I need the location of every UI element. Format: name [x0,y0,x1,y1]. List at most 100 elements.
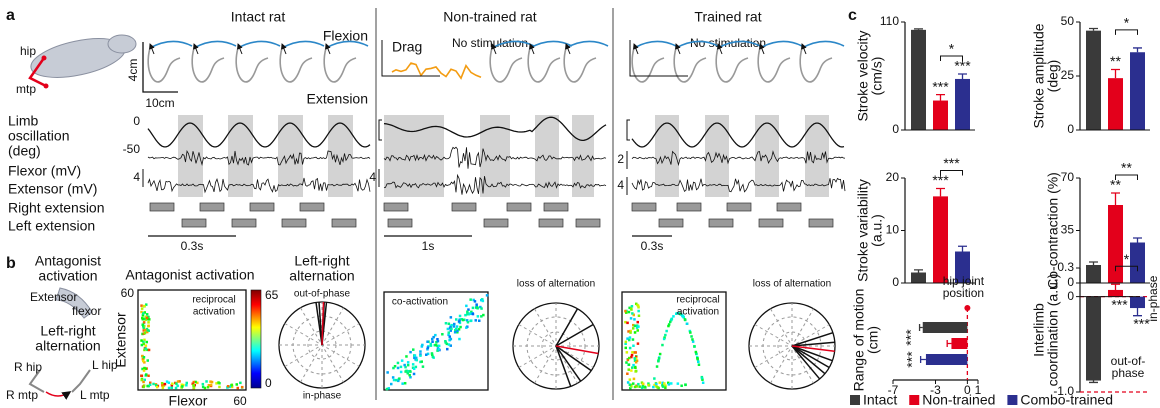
heatmap-cell [141,358,145,361]
time-scale-label: 1s [422,239,435,253]
heatmap-cell [632,313,635,317]
heatmap-cell [684,318,687,322]
note: activation [677,307,719,318]
heatmap-cell [636,329,639,332]
heatmap-cell [141,332,144,336]
bar [1086,265,1101,283]
y-tick-label: 50 [1061,14,1075,28]
heatmap-cell [475,306,479,309]
y-tick-label: 110 [880,14,899,28]
heatmap-cell [637,306,640,309]
right-extension [506,202,532,212]
heatmap-cell [444,340,447,343]
heatmap-cell [144,328,147,332]
heatmap-cell [664,386,667,389]
heatmap-cell [693,345,696,348]
row-label: Extensor (mV) [8,181,97,197]
heatmap-cell [458,318,461,321]
heatmap-cell [685,322,689,325]
heatmap-cell [448,335,451,338]
bracket [1115,29,1138,35]
heatmap-cell [474,319,477,322]
y-axis-label: Stroke variability [855,179,871,282]
left-extension [231,218,257,228]
muscle-label: flexor [72,304,101,318]
heatmap-cell [631,351,634,354]
bar [1086,30,1101,130]
error-bar [958,73,967,79]
bracket [940,170,963,176]
phase-label: phase [1112,366,1145,380]
heatmap-cell [145,316,149,320]
alternation-arrow [45,391,72,400]
heatmap-cell [431,340,434,343]
arrow [325,43,331,55]
heatmap-cell [452,325,456,328]
heatmap-cell [142,385,145,389]
heatmap-cell [447,343,451,346]
heatmap-cell [464,313,467,317]
heatmap-cell [393,365,397,368]
column-title: Non-trained rat [443,9,536,25]
heatmap-cell [401,382,404,385]
error-bar [1111,192,1120,205]
significance: ** [1110,177,1121,193]
heatmap-cell [634,370,637,373]
heatmap-cell [144,318,147,321]
tick-label: 0 [133,114,140,128]
y-tick-label: 0 [892,275,899,289]
heatmap-cell [637,309,640,313]
heatmap-cell [167,381,171,384]
oscillation-trace [147,122,371,148]
heatmap-cell [182,383,185,387]
row-label: Right extension [8,200,105,216]
heatmap-cell [175,382,178,385]
right-extension [726,202,752,212]
error-bar [1089,380,1098,384]
heatmap-cell [441,333,444,336]
heatmap-cell [670,382,673,385]
heatmap-cell [458,321,462,325]
heatmap-cell [678,312,682,315]
y-axis-label: (cm/s) [869,57,885,96]
error-bar [914,28,923,30]
heatmap-cell [155,384,158,387]
heatmap-cell [399,370,403,374]
heatmap-cell [194,380,197,384]
heatmap-cell [632,377,636,381]
significance: ** [1121,160,1132,176]
heatmap-cell [146,359,149,362]
heatmap-cell [143,348,146,352]
heatmap-cell [643,385,646,389]
heatmap-cell [405,355,408,358]
left-extension [758,218,784,228]
heatmap-cell [171,382,174,385]
rat-head [107,34,137,54]
heatmap-cell [140,343,144,347]
y-tick-label: 0 [892,122,899,136]
heatmap-cell [142,325,145,328]
arrow [237,43,243,55]
heatmap-cell [469,312,472,315]
left-extension [708,218,734,228]
heatmap-cell [140,374,143,377]
heatmap-cell [209,380,212,383]
heatmap-cell [434,333,437,337]
phase-line [791,345,833,362]
heatmap-cell [630,305,634,308]
heatmap-cell [453,331,457,334]
phase-line [791,345,826,375]
heatmap-cell [450,327,453,331]
arrow [759,43,765,55]
error-bar [958,245,967,252]
heatmap-cell [140,307,144,310]
heatmap-cell [697,360,700,364]
heatmap-cell [634,351,637,354]
bar [1086,296,1101,381]
heatmap-cell [146,330,149,334]
heatmap-cell [143,311,146,314]
bar [1108,78,1123,130]
heatmap-cell [456,329,459,332]
label: L mtp [80,388,110,402]
bar [933,196,948,283]
